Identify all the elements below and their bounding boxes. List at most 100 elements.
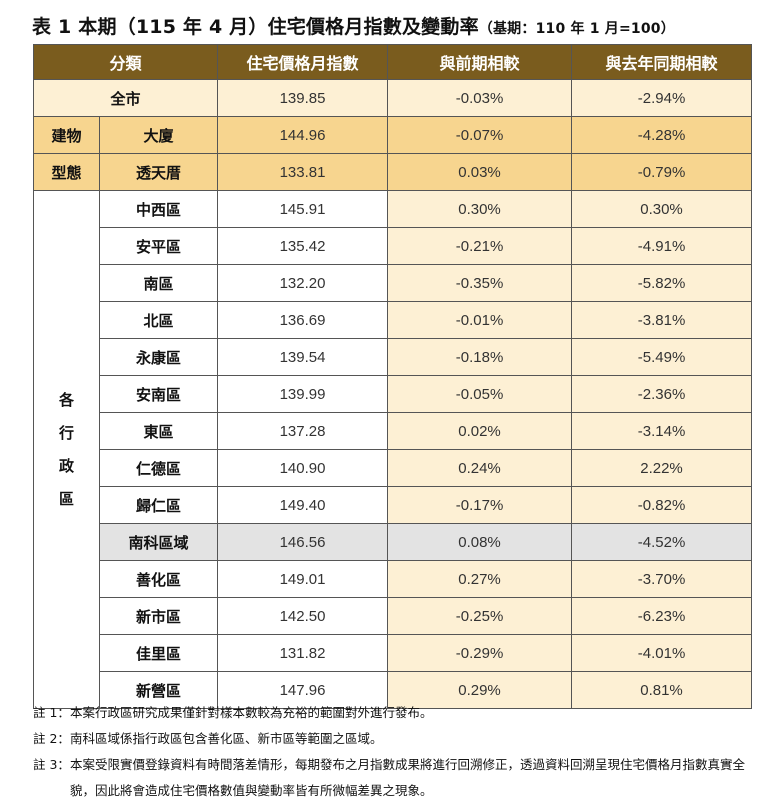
row-label: 透天厝 <box>98 153 219 191</box>
index-value: 142.50 <box>217 597 389 635</box>
table-title: 表 1 本期（115 年 4 月）住宅價格月指數及變動率（基期：110 年 1 … <box>32 12 675 39</box>
header-mom: 與前期相較 <box>387 44 573 80</box>
table-row-district: 永康區 139.54 -0.18% -5.49% <box>34 338 753 376</box>
footnote: 註 3： 本案受限實價登錄資料有時間落差情形，每期發布之月指數成果將進行回溯修正… <box>33 752 758 804</box>
table-row-district: 佳里區 131.82 -0.29% -4.01% <box>34 634 753 672</box>
table-row-district: 各 行 政 區 中西區 145.91 0.30% 0.30% <box>33 190 753 709</box>
table-row-district: 新營區 147.96 0.29% 0.81% <box>34 671 753 709</box>
footnote-tag: 註 3： <box>33 757 70 772</box>
table-row-district: 新市區 142.50 -0.25% -6.23% <box>34 597 753 635</box>
table-row-building: 建物 大廈 144.96 -0.07% -4.28% <box>33 116 753 154</box>
yoy-value: -0.79% <box>571 153 753 191</box>
yoy-value: -2.36% <box>571 375 753 413</box>
yoy-value: -3.81% <box>571 301 753 339</box>
index-value: 145.91 <box>217 190 389 228</box>
footnote-text: 本案行政區研究成果僅針對樣本數較為充裕的範圍對外進行發布。 <box>69 705 433 720</box>
table-row-district: 歸仁區 149.40 -0.17% -0.82% <box>34 486 753 524</box>
index-value: 135.42 <box>217 227 389 265</box>
yoy-value: -4.01% <box>571 634 753 672</box>
footnote-tag: 註 1： <box>33 705 70 720</box>
row-label: 南科區域 <box>98 523 219 561</box>
index-value: 132.20 <box>217 264 389 302</box>
table-row-building: 型態 透天厝 133.81 0.03% -0.79% <box>33 153 753 191</box>
row-label: 新市區 <box>98 597 219 635</box>
row-label: 善化區 <box>98 560 219 598</box>
footnote: 註 2： 南科區域係指行政區包含善化區、新市區等範圍之區域。 <box>33 726 758 752</box>
index-value: 149.40 <box>217 486 389 524</box>
index-value: 137.28 <box>217 412 389 450</box>
yoy-value: -4.52% <box>571 523 753 561</box>
footnote: 註 1： 本案行政區研究成果僅針對樣本數較為充裕的範圍對外進行發布。 <box>33 700 758 726</box>
index-value: 149.01 <box>217 560 389 598</box>
yoy-value: 2.22% <box>571 449 753 487</box>
mom-value: 0.24% <box>387 449 573 487</box>
row-label: 佳里區 <box>98 634 219 672</box>
index-value: 140.90 <box>217 449 389 487</box>
yoy-value: 0.30% <box>571 190 753 228</box>
mom-value: 0.30% <box>387 190 573 228</box>
footnote-tag: 註 2： <box>33 731 70 746</box>
row-label: 永康區 <box>98 338 219 376</box>
group-char: 區 <box>59 489 75 508</box>
mom-value: -0.07% <box>387 116 573 154</box>
table-row-district: 北區 136.69 -0.01% -3.81% <box>34 301 753 339</box>
yoy-value: -6.23% <box>571 597 753 635</box>
row-label: 東區 <box>98 412 219 450</box>
index-value: 144.96 <box>217 116 389 154</box>
group-char: 行 <box>59 423 75 442</box>
footnote-text: 本案受限實價登錄資料有時間落差情形，每期發布之月指數成果將進行回溯修正，透過資料… <box>69 757 745 798</box>
group-char: 各 <box>59 390 75 409</box>
table-row-district-highlight: 南科區域 146.56 0.08% -4.52% <box>34 523 753 561</box>
index-value: 139.99 <box>217 375 389 413</box>
table-header-row: 分類 住宅價格月指數 與前期相較 與去年同期相較 <box>32 44 753 80</box>
yoy-value: -4.28% <box>571 116 753 154</box>
table-row-total: 全市 139.85 -0.03% -2.94% <box>32 79 753 117</box>
mom-value: -0.05% <box>387 375 573 413</box>
table-row-district: 南區 132.20 -0.35% -5.82% <box>34 264 753 302</box>
mom-value: 0.29% <box>387 671 573 709</box>
index-value: 139.85 <box>217 79 389 117</box>
table-row-district: 安南區 139.99 -0.05% -2.36% <box>34 375 753 413</box>
row-label: 南區 <box>98 264 219 302</box>
mom-value: 0.02% <box>387 412 573 450</box>
mom-value: -0.18% <box>387 338 573 376</box>
mom-value: -0.21% <box>387 227 573 265</box>
yoy-value: -2.94% <box>571 79 753 117</box>
yoy-value: -3.70% <box>571 560 753 598</box>
table-row-district: 安平區 135.42 -0.21% -4.91% <box>34 227 753 265</box>
mom-value: -0.17% <box>387 486 573 524</box>
index-value: 139.54 <box>217 338 389 376</box>
footnotes: 註 1： 本案行政區研究成果僅針對樣本數較為充裕的範圍對外進行發布。 註 2： … <box>33 700 758 804</box>
yoy-value: -4.91% <box>571 227 753 265</box>
table-row-district: 仁德區 140.90 0.24% 2.22% <box>34 449 753 487</box>
index-value: 136.69 <box>217 301 389 339</box>
yoy-value: -0.82% <box>571 486 753 524</box>
index-value: 146.56 <box>217 523 389 561</box>
group-label-districts: 各 行 政 區 <box>33 190 100 709</box>
mom-value: -0.29% <box>387 634 573 672</box>
yoy-value: -5.82% <box>571 264 753 302</box>
mom-value: -0.03% <box>387 79 573 117</box>
group-label-building-1: 建物 <box>33 116 100 154</box>
table-title-base: （基期：110 年 1 月=100） <box>478 21 675 37</box>
index-value: 133.81 <box>217 153 389 191</box>
row-label: 全市 <box>32 79 219 117</box>
row-label: 安南區 <box>98 375 219 413</box>
index-value: 131.82 <box>217 634 389 672</box>
row-label: 中西區 <box>98 190 219 228</box>
row-label: 北區 <box>98 301 219 339</box>
table-title-main: 表 1 本期（115 年 4 月）住宅價格月指數及變動率 <box>32 16 479 38</box>
mom-value: -0.25% <box>387 597 573 635</box>
header-category: 分類 <box>32 44 219 80</box>
yoy-value: -3.14% <box>571 412 753 450</box>
mom-value: -0.35% <box>387 264 573 302</box>
row-label: 仁德區 <box>98 449 219 487</box>
group-char: 政 <box>59 456 75 475</box>
mom-value: 0.27% <box>387 560 573 598</box>
row-label: 歸仁區 <box>98 486 219 524</box>
table-row-district: 善化區 149.01 0.27% -3.70% <box>34 560 753 598</box>
row-label: 新營區 <box>98 671 219 709</box>
header-index: 住宅價格月指數 <box>217 44 389 80</box>
footnote-text: 南科區域係指行政區包含善化區、新市區等範圍之區域。 <box>69 731 383 746</box>
price-index-table: 分類 住宅價格月指數 與前期相較 與去年同期相較 全市 139.85 -0.03… <box>32 44 753 709</box>
